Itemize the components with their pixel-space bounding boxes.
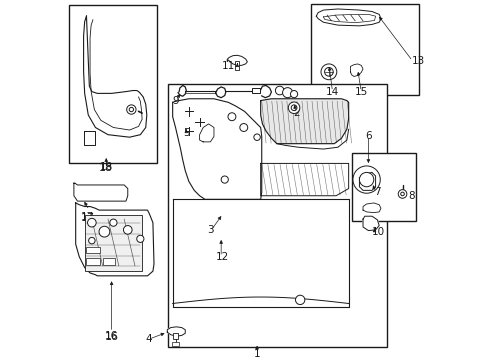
Circle shape — [359, 172, 373, 187]
Polygon shape — [359, 172, 375, 190]
Text: 3: 3 — [206, 225, 213, 235]
Bar — [85, 247, 100, 253]
Text: 16: 16 — [104, 332, 119, 342]
Circle shape — [275, 86, 284, 95]
Circle shape — [352, 166, 380, 193]
Circle shape — [320, 64, 336, 80]
Text: 18: 18 — [99, 163, 113, 173]
Circle shape — [290, 90, 297, 98]
Polygon shape — [172, 199, 348, 307]
Polygon shape — [167, 327, 185, 336]
Polygon shape — [74, 183, 127, 201]
Polygon shape — [172, 99, 261, 199]
Text: 17: 17 — [81, 212, 94, 222]
Text: 13: 13 — [411, 56, 424, 66]
Bar — [251, 87, 259, 93]
Polygon shape — [83, 16, 146, 137]
Text: 5: 5 — [183, 128, 190, 138]
Circle shape — [288, 102, 299, 113]
Circle shape — [295, 295, 304, 305]
Text: 2: 2 — [292, 108, 299, 118]
Text: 16: 16 — [105, 331, 118, 341]
Text: 1: 1 — [253, 349, 260, 359]
Polygon shape — [83, 131, 95, 145]
Bar — [310, 4, 418, 95]
Text: 18: 18 — [100, 162, 113, 172]
Polygon shape — [362, 216, 378, 230]
Circle shape — [282, 87, 292, 98]
Polygon shape — [260, 99, 348, 144]
Bar — [85, 258, 100, 265]
Bar — [69, 5, 157, 163]
Text: 6: 6 — [365, 131, 371, 141]
Bar — [351, 153, 415, 221]
Polygon shape — [199, 124, 214, 142]
Circle shape — [137, 235, 143, 242]
Text: 7: 7 — [373, 187, 380, 197]
Circle shape — [87, 219, 96, 227]
Circle shape — [123, 226, 132, 234]
Circle shape — [239, 123, 247, 131]
Bar — [172, 333, 178, 339]
Bar — [172, 342, 179, 346]
Polygon shape — [350, 64, 362, 77]
Circle shape — [99, 226, 110, 237]
Polygon shape — [76, 203, 154, 276]
Polygon shape — [316, 9, 380, 26]
Circle shape — [110, 219, 117, 226]
Bar — [84, 216, 142, 271]
Text: 9: 9 — [172, 95, 179, 105]
Bar — [102, 258, 115, 265]
Polygon shape — [260, 163, 348, 196]
Text: 8: 8 — [407, 191, 414, 201]
Circle shape — [253, 134, 260, 140]
Bar — [235, 61, 239, 70]
Circle shape — [400, 192, 404, 196]
Polygon shape — [227, 55, 247, 66]
Text: 11: 11 — [221, 62, 234, 71]
Circle shape — [290, 105, 296, 111]
Text: 14: 14 — [325, 87, 338, 96]
Text: 12: 12 — [215, 252, 228, 262]
Circle shape — [324, 68, 332, 76]
Text: 15: 15 — [354, 87, 367, 96]
Text: 17: 17 — [80, 213, 94, 223]
Circle shape — [126, 105, 136, 114]
Circle shape — [227, 113, 235, 121]
Circle shape — [88, 237, 95, 244]
Circle shape — [129, 107, 133, 112]
Circle shape — [397, 190, 406, 198]
Text: 4: 4 — [145, 334, 152, 345]
Circle shape — [221, 176, 228, 183]
Bar — [168, 84, 386, 347]
Polygon shape — [362, 203, 380, 213]
Text: 10: 10 — [371, 227, 385, 237]
